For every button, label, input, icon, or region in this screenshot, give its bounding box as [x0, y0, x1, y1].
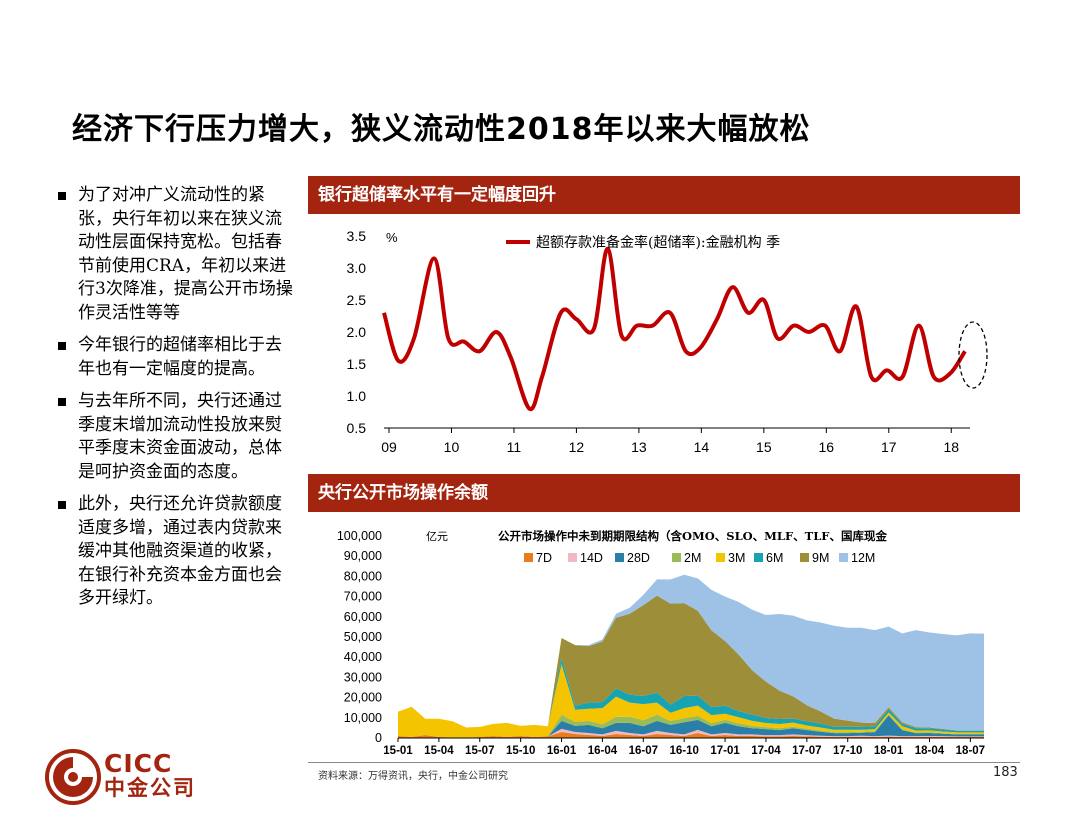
legend-label: 2M — [684, 551, 701, 565]
series-area-14d — [398, 728, 984, 738]
x-tick-label: 13 — [631, 439, 647, 455]
y-tick-label: 1.5 — [347, 356, 367, 372]
x-tick-label: 18-04 — [915, 745, 945, 757]
square-bullet-icon — [58, 192, 66, 200]
omo-balance-panel-title: 央行公开市场操作余额 — [308, 474, 1020, 512]
x-tick-label: 15-01 — [383, 745, 413, 757]
x-tick-label: 17-10 — [833, 745, 862, 757]
x-tick-label: 16-07 — [629, 745, 658, 757]
x-tick-label: 18-07 — [956, 745, 985, 757]
bullet-list: 为了对冲广义流动性的紧张，央行年初以来在狭义流动性层面保持宽松。包括春节前使用C… — [58, 184, 298, 620]
legend-label: 28D — [627, 551, 650, 565]
source-divider — [308, 762, 1020, 763]
legend-swatch — [839, 553, 848, 562]
legend-swatch — [568, 553, 577, 562]
y-unit-label: 亿元 — [426, 530, 448, 543]
x-tick-label: 12 — [569, 439, 585, 455]
series-area-2m — [398, 714, 984, 738]
square-bullet-icon — [58, 501, 66, 509]
x-tick-label: 17-07 — [792, 745, 821, 757]
legend-label: 12M — [851, 551, 875, 565]
x-tick-label: 18-01 — [874, 745, 904, 757]
series-area-28d — [398, 715, 984, 738]
logo-text-en: CICC — [104, 749, 173, 778]
legend-label: 14D — [580, 551, 603, 565]
bullet-text: 为了对冲广义流动性的紧张，央行年初以来在狭义流动性层面保持宽松。包括春节前使用C… — [78, 185, 293, 323]
logo-wordmark: CICC 中金公司 — [104, 749, 196, 800]
x-tick-label: 14 — [694, 439, 710, 455]
legend-label: 7D — [536, 551, 552, 565]
square-bullet-icon — [58, 342, 66, 350]
cicc-logo-icon — [45, 749, 101, 805]
x-tick-label: 16 — [819, 439, 835, 455]
series-area-12m — [398, 574, 984, 731]
y-tick-label: 60,000 — [344, 610, 382, 624]
legend-swatch — [672, 553, 681, 562]
bullet-text: 今年银行的超储率相比于去年也有一定幅度的提高。 — [78, 335, 282, 379]
x-tick-label: 17-04 — [751, 745, 781, 757]
x-tick-label: 18 — [943, 439, 959, 455]
omo-balance-area-chart: 0 10,000 20,000 30,000 40,000 50,000 60,000 70,… — [337, 529, 985, 757]
x-tick-label: 10 — [444, 439, 460, 455]
square-bullet-icon — [58, 398, 66, 406]
y-tick-label: 1.0 — [347, 388, 367, 404]
chart-title: 公开市场操作中未到期期限结构（含OMO、SLO、MLF、TLF、国库现金 — [498, 529, 887, 543]
y-tick-label: 2.0 — [347, 324, 367, 340]
legend-label: 3M — [728, 551, 745, 565]
y-tick-label: 2.5 — [347, 292, 367, 308]
legend-label: 6M — [766, 551, 783, 565]
y-tick-label: 90,000 — [344, 549, 382, 563]
x-tick-label: 15-04 — [424, 745, 454, 757]
y-tick-label: 40,000 — [344, 650, 382, 664]
highlight-ellipse — [958, 321, 988, 389]
y-tick-label: 50,000 — [344, 630, 382, 644]
legend-swatch — [754, 553, 763, 562]
excess-reserve-panel-title: 银行超储率水平有一定幅度回升 — [308, 176, 1020, 214]
series-area-9m — [398, 595, 984, 731]
legend-swatch — [615, 553, 624, 562]
excess-reserve-line-chart: 0.5 1.0 1.5 2.0 2.5 3.0 3.5 % 09 10 11 12 13 14 15 16 17… — [347, 228, 988, 455]
legend-label: 9M — [812, 551, 829, 565]
x-tick-label: 15-07 — [465, 745, 494, 757]
logo-text-cn: 中金公司 — [104, 776, 196, 800]
legend-swatch — [716, 553, 725, 562]
legend-label: 超额存款准备金率(超储率):金融机构 季 — [536, 234, 780, 251]
y-unit-label: % — [386, 230, 398, 245]
bullet-item: 今年银行的超储率相比于去年也有一定幅度的提高。 — [58, 334, 298, 381]
y-tick-label: 30,000 — [344, 670, 382, 684]
series-line-excess-reserve — [382, 246, 967, 411]
y-tick-label: 80,000 — [344, 569, 382, 583]
y-tick-label: 10,000 — [344, 711, 382, 725]
x-tick-label: 17-01 — [710, 745, 740, 757]
x-tick-label: 15 — [756, 439, 772, 455]
x-tick-label: 16-04 — [588, 745, 618, 757]
y-tick-label: 0.5 — [347, 420, 367, 436]
bullet-text: 与去年所不同，央行还通过季度末增加流动性投放来熨平季度末资金面波动，总体是呵护资… — [78, 391, 282, 482]
y-tick-label: 3.0 — [347, 260, 367, 276]
x-tick-label: 15-10 — [506, 745, 535, 757]
y-tick-label: 3.5 — [347, 228, 367, 244]
y-tick-label: 100,000 — [337, 529, 382, 543]
bullet-item: 与去年所不同，央行还通过季度末增加流动性投放来熨平季度末资金面波动，总体是呵护资… — [58, 390, 298, 484]
source-note: 资料来源：万得资讯，央行，中金公司研究 — [318, 771, 508, 782]
y-tick-label: 20,000 — [344, 691, 382, 705]
series-area-7d — [398, 731, 984, 738]
legend-swatch — [524, 553, 533, 562]
x-tick-label: 16-01 — [547, 745, 577, 757]
x-tick-label: 17 — [881, 439, 897, 455]
x-tick-label: 11 — [507, 439, 522, 455]
page-number: 183 — [993, 765, 1018, 780]
bullet-item: 为了对冲广义流动性的紧张，央行年初以来在狭义流动性层面保持宽松。包括春节前使用C… — [58, 184, 298, 325]
y-tick-label: 70,000 — [344, 590, 382, 604]
bullet-text: 此外，央行还允许贷款额度适度多增，通过表内贷款来缓冲其他融资渠道的收紧，在银行补… — [78, 494, 282, 608]
legend-swatch — [800, 553, 809, 562]
y-tick-label: 0 — [375, 731, 382, 745]
bullet-item: 此外，央行还允许贷款额度适度多增，通过表内贷款来缓冲其他融资渠道的收紧，在银行补… — [58, 493, 298, 611]
x-tick-label: 09 — [381, 439, 397, 455]
x-tick-label: 16-10 — [669, 745, 698, 757]
page-title: 经济下行压力增大，狭义流动性2018年以来大幅放松 — [72, 112, 811, 147]
series-area-3m — [398, 664, 984, 738]
